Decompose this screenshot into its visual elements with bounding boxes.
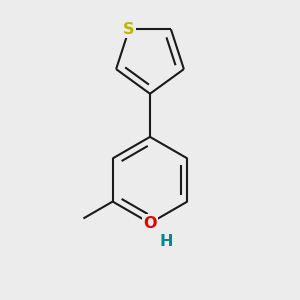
Text: H: H [159, 234, 172, 249]
Text: O: O [143, 216, 157, 231]
Text: S: S [123, 22, 135, 37]
